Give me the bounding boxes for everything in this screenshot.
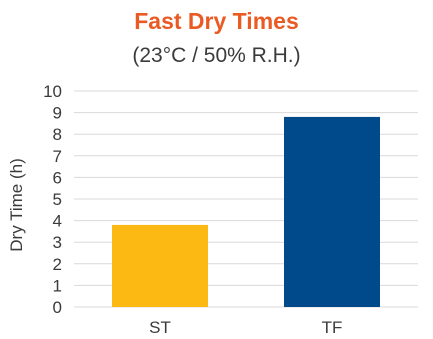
y-axis-ticks: 0 1 2 3 4 5 6 7 8 9 10 — [43, 82, 62, 317]
x-tick-label: ST — [149, 318, 171, 337]
chart-subtitle: (23°C / 50% R.H.) — [132, 44, 301, 67]
bar-tf — [284, 116, 380, 307]
y-tick-label: 3 — [53, 233, 62, 252]
bars — [112, 116, 380, 307]
y-tick-label: 2 — [53, 255, 62, 274]
y-tick-label: 5 — [53, 190, 62, 209]
y-tick-label: 0 — [53, 298, 62, 317]
chart-title: Fast Dry Times — [134, 8, 299, 34]
x-axis-ticks: ST TF — [149, 318, 342, 337]
y-tick-label: 6 — [53, 168, 62, 187]
x-tick-label: TF — [322, 318, 343, 337]
y-tick-label: 4 — [53, 212, 62, 231]
y-tick-label: 10 — [43, 82, 62, 101]
y-tick-label: 8 — [53, 125, 62, 144]
y-tick-label: 9 — [53, 104, 62, 123]
bar-st — [112, 224, 208, 307]
y-axis-label: Dry Time (h) — [7, 158, 26, 252]
y-tick-label: 7 — [53, 147, 62, 166]
y-tick-label: 1 — [53, 276, 62, 295]
